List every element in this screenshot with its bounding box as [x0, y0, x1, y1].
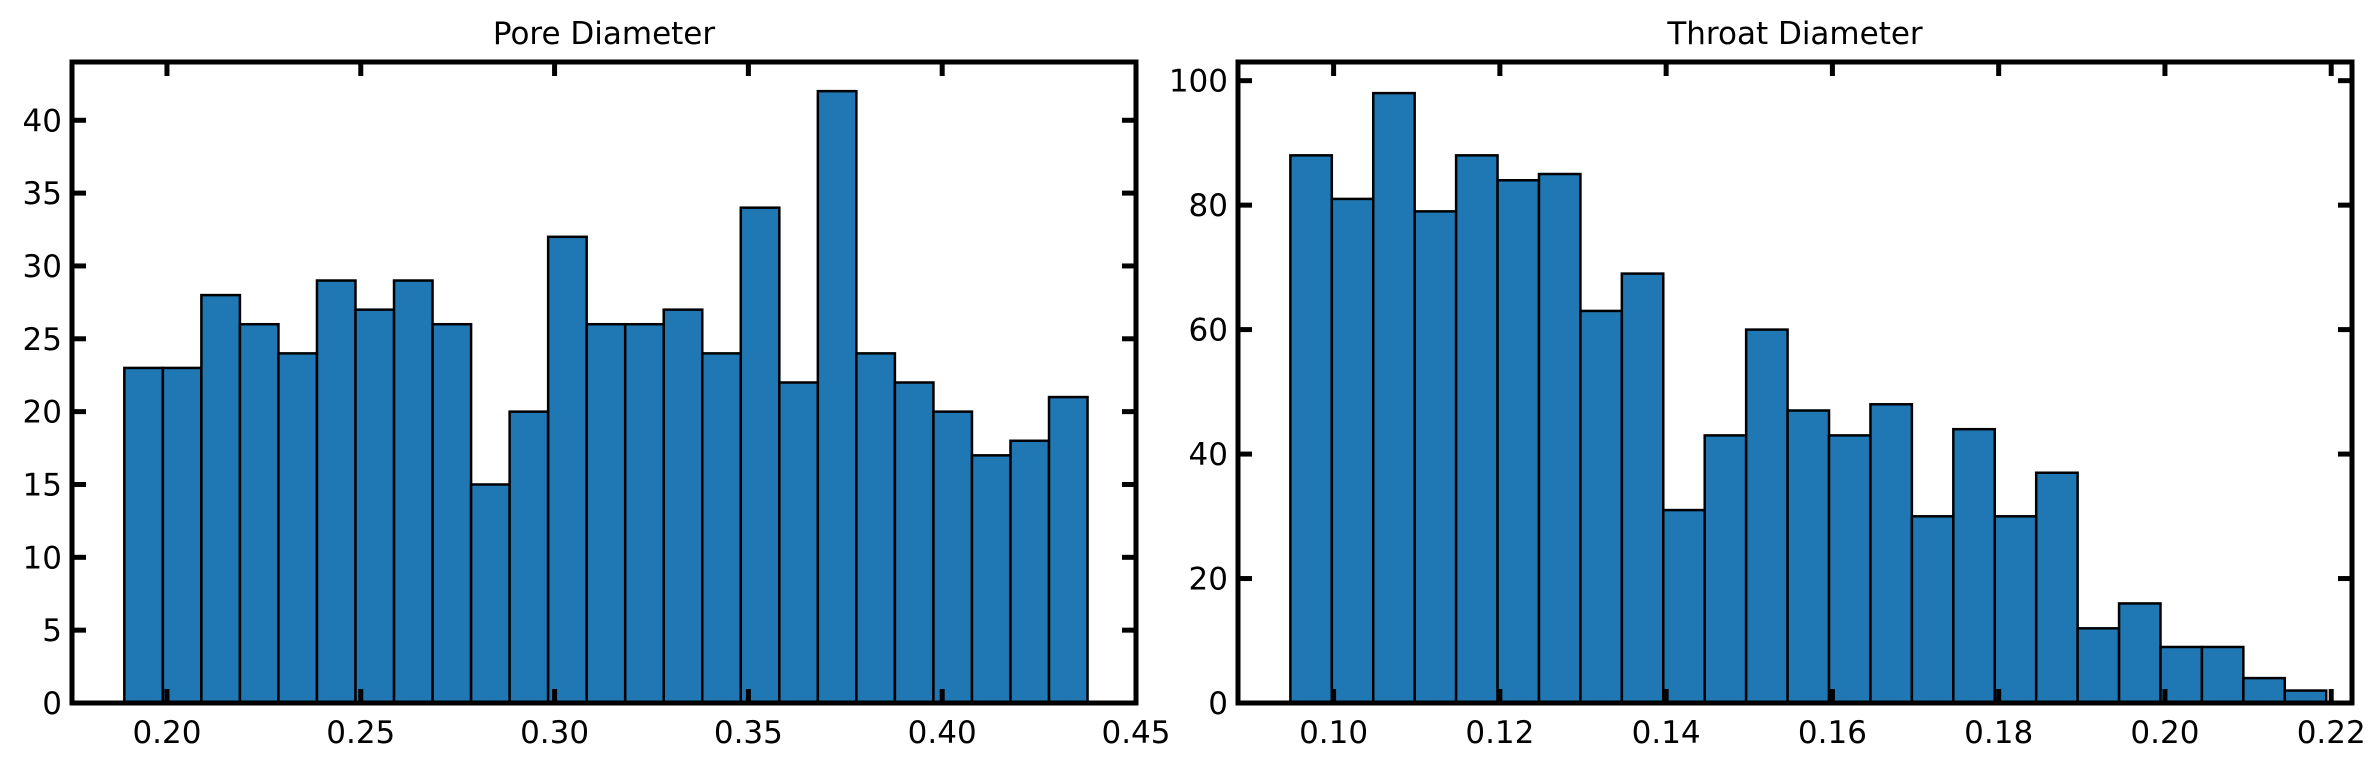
pore-bar-2 — [200, 293, 242, 705]
pore-bar-9 — [469, 483, 511, 705]
pore-bar-15 — [701, 352, 743, 705]
throat-bar-19 — [2076, 627, 2121, 705]
pore-bar-14 — [662, 308, 704, 705]
throat-bar-11 — [1744, 328, 1789, 705]
throat-diameter-histogram: Throat Diameter 0.10 0.12 0.14 0.16 0.18 0.20… — [1169, 16, 2366, 751]
pore-bar-6 — [354, 308, 396, 705]
pore-xtick-label-5: 0.45 — [1101, 715, 1170, 751]
pore-bar-21 — [932, 410, 974, 705]
throat-xtick-label-1: 0.12 — [1465, 715, 1534, 751]
throat-ytick-label-0: 0 — [1208, 686, 1228, 722]
pore-xtick-label-0: 0.20 — [132, 715, 201, 751]
pore-axes-frame — [69, 59, 1139, 706]
pore-ytick-label-4: 20 — [23, 395, 62, 431]
throat-xtick-label-0: 0.10 — [1299, 715, 1368, 751]
pore-bar-8 — [431, 322, 473, 705]
pore-bar-22 — [970, 454, 1012, 705]
pore-bar-19 — [855, 352, 897, 705]
throat-bar-9 — [1662, 508, 1706, 705]
throat-bar-10 — [1703, 434, 1748, 705]
throat-bar-15 — [1910, 515, 1955, 705]
pore-ytick-label-0: 0 — [42, 686, 62, 722]
pore-ytick-label-7: 35 — [23, 176, 62, 212]
throat-bar-18 — [2034, 471, 2079, 705]
pore-bar-0 — [123, 366, 165, 705]
pore-xtick-label-2: 0.30 — [520, 715, 589, 751]
throat-bar-8 — [1620, 272, 1665, 705]
pore-bar-10 — [508, 410, 550, 705]
throat-bar-14 — [1869, 403, 1914, 705]
throat-bar-6 — [1537, 172, 1582, 705]
throat-ytick-label-3: 60 — [1189, 313, 1228, 349]
pore-xtick-label-1: 0.25 — [326, 715, 395, 751]
throat-bar-13 — [1827, 434, 1872, 705]
pore-bar-3 — [238, 322, 280, 705]
pore-bar-7 — [392, 279, 434, 705]
pore-ytick-label-1: 5 — [42, 613, 62, 649]
throat-xtick-label-2: 0.14 — [1632, 715, 1701, 751]
throat-bar-20 — [2117, 602, 2162, 705]
throat-bar-22 — [2200, 645, 2245, 705]
throat-bar-17 — [1993, 515, 2038, 705]
pore-diameter-title: Pore Diameter — [493, 16, 716, 52]
pore-bar-11 — [546, 235, 588, 705]
pore-bar-4 — [277, 352, 319, 705]
throat-bar-0 — [1289, 154, 1334, 705]
pore-bar-13 — [623, 322, 665, 705]
throat-ytick-label-2: 40 — [1189, 437, 1228, 473]
pore-ytick-label-6: 30 — [23, 249, 62, 285]
pore-ytick-label-5: 25 — [23, 322, 62, 358]
pore-bar-17 — [778, 381, 820, 705]
pore-bar-20 — [893, 381, 935, 705]
pore-bar-12 — [585, 322, 627, 705]
pore-ytick-label-2: 10 — [23, 540, 62, 576]
throat-xtick-label-4: 0.18 — [1964, 715, 2033, 751]
throat-xtick-label-5: 0.20 — [2130, 715, 2199, 751]
throat-xtick-label-3: 0.16 — [1798, 715, 1867, 751]
throat-bar-16 — [1952, 427, 1997, 705]
pore-bar-1 — [161, 366, 203, 705]
throat-diameter-title: Throat Diameter — [1666, 16, 1923, 52]
throat-bar-4 — [1454, 154, 1499, 705]
pore-diameter-histogram: Pore Diameter 0.20 0.25 0.30 0.35 0.40 0.45 0 5… — [23, 16, 1171, 751]
throat-axes-frame — [1235, 59, 2355, 706]
pore-bar-23 — [1009, 439, 1051, 705]
throat-ytick-label-5: 100 — [1169, 64, 1228, 100]
throat-bar-5 — [1496, 178, 1541, 705]
throat-bar-12 — [1786, 409, 1831, 705]
throat-bar-1 — [1330, 197, 1375, 705]
pore-bar-5 — [315, 279, 357, 705]
pore-xtick-label-4: 0.40 — [908, 715, 977, 751]
throat-ytick-label-4: 80 — [1189, 188, 1228, 224]
pore-bar-16 — [739, 206, 781, 705]
throat-ytick-label-1: 20 — [1189, 562, 1228, 598]
throat-bar-7 — [1579, 309, 1624, 705]
throat-bar-23 — [2242, 676, 2287, 705]
pore-ytick-label-8: 40 — [23, 103, 62, 139]
pore-ytick-label-3: 15 — [23, 467, 62, 503]
throat-bar-3 — [1413, 210, 1458, 705]
throat-bar-2 — [1371, 91, 1416, 705]
throat-xtick-label-6: 0.22 — [2297, 715, 2366, 751]
pore-xtick-label-3: 0.35 — [714, 715, 783, 751]
pore-bar-24 — [1047, 395, 1089, 705]
pore-bar-18 — [816, 89, 858, 705]
